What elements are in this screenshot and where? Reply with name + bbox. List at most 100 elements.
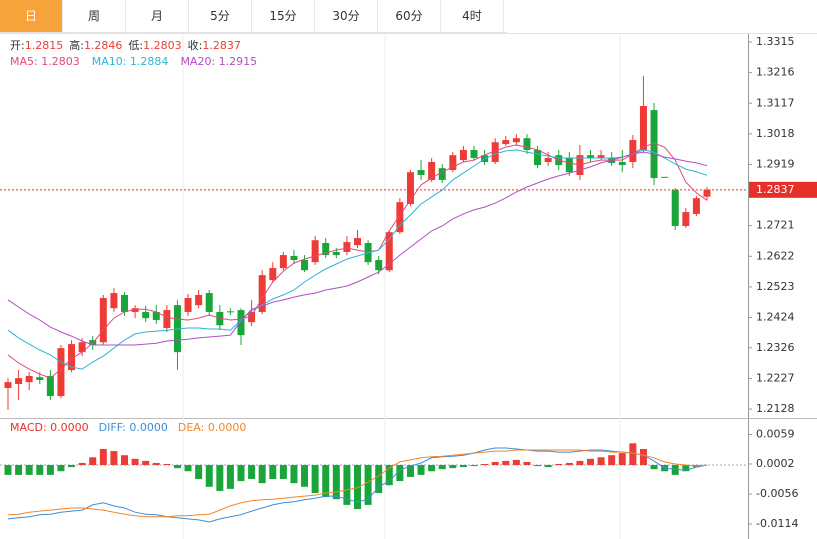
ohlc-value: 1.2815	[25, 39, 64, 52]
candle-body	[46, 375, 54, 397]
macd-bar	[216, 465, 224, 491]
macd-bar	[364, 465, 372, 505]
y-tick-label: -0.0114	[756, 517, 798, 530]
macd-bar	[523, 461, 531, 466]
ohlc-label: 低:	[128, 39, 143, 52]
macd-bar	[131, 458, 139, 466]
macd-bar	[57, 465, 65, 472]
candle-body	[322, 243, 330, 256]
macd-bar	[512, 459, 520, 466]
macd-bar	[301, 465, 309, 487]
legend-entry: MA20: 1.2915	[180, 55, 257, 68]
period-tab[interactable]: 5分	[189, 0, 252, 32]
ohlc-label: 高:	[69, 38, 84, 52]
macd-bar	[311, 465, 319, 493]
macd-bar	[269, 465, 277, 480]
macd-bar	[555, 464, 563, 466]
candle-body	[375, 260, 383, 271]
period-tab[interactable]: 周	[63, 0, 126, 32]
candle-body	[534, 149, 542, 166]
candle-body	[661, 176, 669, 178]
macd-bar	[78, 462, 86, 466]
macd-bar	[544, 465, 552, 468]
macd-bar	[248, 465, 256, 480]
macd-bar	[343, 465, 351, 505]
candle-body	[226, 311, 234, 313]
macd-bar	[449, 465, 457, 469]
candle-body	[25, 375, 33, 383]
macd-bar	[163, 464, 171, 466]
macd-bar	[406, 465, 414, 477]
macd-bar	[587, 458, 594, 466]
period-tab[interactable]: 日	[0, 0, 63, 32]
macd-bar	[184, 465, 192, 472]
macd-bar	[279, 465, 287, 480]
candle-body	[184, 298, 192, 312]
candle-body	[290, 255, 298, 261]
y-tick-label: 1.2523	[756, 280, 795, 293]
macd-bar	[565, 462, 573, 466]
macd-bar	[110, 451, 118, 466]
candle-body	[163, 310, 171, 329]
candle-body	[470, 149, 478, 158]
candle-body	[523, 138, 531, 150]
macd-bar	[618, 453, 626, 466]
y-tick-label: 0.0002	[756, 457, 795, 470]
macd-bar	[322, 465, 330, 498]
legend-entry: MACD: 0.0000	[10, 421, 89, 434]
legend: MA5: 1.2803 MA10: 1.2884 MA20: 1.2915	[10, 55, 257, 68]
candle-body	[110, 293, 118, 309]
candle-body	[99, 298, 107, 343]
ohlc-value: 1.2803	[143, 39, 182, 52]
macd-bar	[332, 465, 340, 500]
candle-body	[703, 189, 711, 197]
macd-bar	[597, 457, 605, 466]
macd-bar	[639, 448, 647, 466]
candle-body	[15, 378, 23, 384]
candle-body	[682, 212, 690, 226]
candle-body	[428, 162, 436, 180]
macd-bar	[417, 465, 425, 475]
y-tick-label: 0.0059	[756, 427, 795, 440]
ohlc-value: 1.2837	[202, 39, 241, 52]
candle-body	[502, 140, 510, 145]
candle-body	[354, 238, 361, 246]
y-tick-label: 1.3216	[756, 66, 795, 79]
indicator-line	[7, 149, 708, 370]
period-tab[interactable]: 4时	[441, 0, 504, 32]
candle-body	[438, 168, 446, 180]
macd-bar	[650, 465, 658, 470]
y-tick-label: 1.2227	[756, 371, 795, 384]
last-price-label: 1.2837	[756, 183, 795, 196]
macd-bar	[428, 465, 436, 472]
candle-body	[311, 240, 319, 263]
period-tab[interactable]: 月	[126, 0, 189, 32]
period-tab[interactable]: 60分	[378, 0, 441, 32]
y-tick-label: -0.0056	[756, 487, 798, 500]
legend-entry: MA5: 1.2803	[10, 55, 80, 68]
candle-body	[512, 138, 520, 143]
macd-bar	[682, 465, 690, 472]
macd-bar	[25, 465, 33, 475]
macd-bar	[142, 460, 150, 466]
ohlc-info: 开:1.2815 高:1.2846 低:1.2803 收:1.2837	[10, 38, 241, 52]
candle-body	[142, 311, 150, 319]
macd-bar	[459, 465, 467, 468]
macd-bar	[671, 465, 679, 475]
macd-bar	[534, 465, 542, 467]
indicator-line	[7, 142, 708, 379]
period-tab[interactable]: 15分	[252, 0, 315, 32]
candle-body	[639, 106, 647, 150]
macd-bar	[481, 464, 489, 466]
candle-body	[205, 293, 213, 312]
legend-entry: MA10: 1.2884	[92, 55, 169, 68]
y-tick-label: 1.2128	[756, 402, 795, 415]
candle-body	[301, 260, 309, 271]
macd-bar	[375, 465, 383, 493]
macd-bar	[385, 465, 393, 486]
candle-body	[248, 311, 256, 323]
candle-body	[417, 170, 425, 175]
candle-body	[597, 155, 605, 158]
period-tab[interactable]: 30分	[315, 0, 378, 32]
